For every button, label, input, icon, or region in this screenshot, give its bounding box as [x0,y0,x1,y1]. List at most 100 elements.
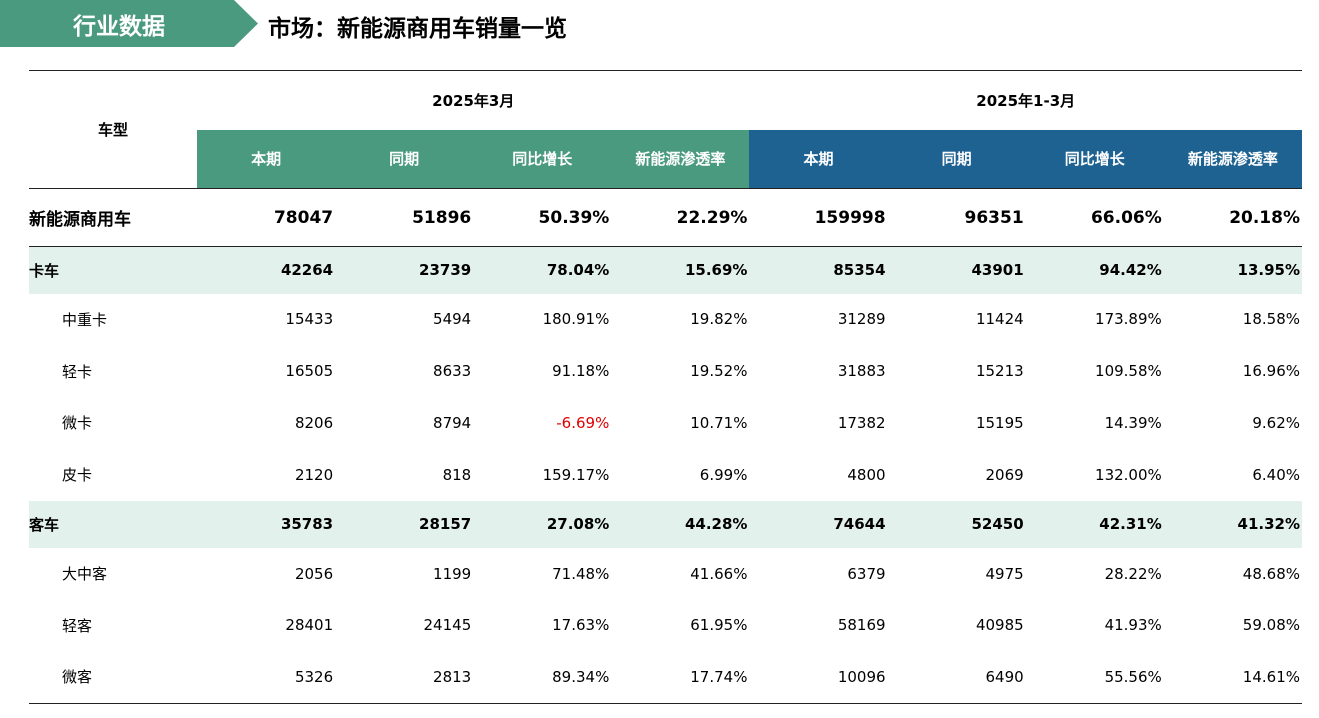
period-header-ytd: 2025年1-3月 [749,70,1302,130]
table-cell: 11424 [975,310,1024,329]
table-cell: 78.04% [473,246,612,294]
row-label: 大中客 [62,565,108,584]
table-cell: 44.28% [611,500,750,548]
table-cell: 8633 [433,362,472,381]
table-row: 轻客 28401 24145 17.63% 61.95% 58169 40985… [29,599,1302,651]
column-header: 新能源渗透率 [611,129,750,189]
table-cell: 5326 [197,651,336,704]
table-cell: 19.82% [690,310,748,329]
table-cell: 14.39% [1104,413,1162,432]
table-cell: 28401 [285,616,334,635]
period-header-row: 车型 2025年3月 2025年1-3月 [29,70,1302,189]
table-cell: 173.89% [1095,310,1162,329]
row-label: 皮卡 [62,466,93,485]
table-cell: 41.66% [690,564,748,583]
table-row-bus: 客车 35783 28157 27.08% 44.28% 74644 52450… [29,500,1302,548]
table-row: 大中客 2056 1199 71.48% 41.66% 6379 4975 28… [29,548,1302,600]
table-cell: 2813 [335,651,474,704]
table-cell: 6.99% [699,465,748,484]
table-cell: 41.93% [1104,616,1162,635]
column-header: 本期 [749,129,888,189]
table-cell: 52450 [887,500,1026,548]
sales-table: 车型 2025年3月 2025年1-3月 本期 同期 同比增长 新能源渗透率 本… [29,70,1302,704]
table-cell: 10096 [749,651,888,704]
table-cell-negative: -6.69% [556,413,610,432]
sales-table-container: 车型 2025年3月 2025年1-3月 本期 同期 同比增长 新能源渗透率 本… [29,70,1302,704]
table-cell: 5494 [433,310,472,329]
table-cell: 89.34% [473,651,612,704]
table-cell: 91.18% [552,362,610,381]
row-label: 微卡 [62,414,93,433]
table-cell: 31883 [837,362,886,381]
sub-header-row: 本期 同期 同比增长 新能源渗透率 本期 同期 同比增长 新能源渗透率 [29,129,1302,189]
table-row-truck: 卡车 42264 23739 78.04% 15.69% 85354 43901… [29,246,1302,294]
table-cell: 818 [442,465,472,484]
table-cell: 35783 [197,500,336,548]
table-cell: 17382 [837,413,886,432]
row-label: 中重卡 [62,310,108,329]
table-cell: 59.08% [1242,616,1300,635]
table-row: 中重卡 15433 5494 180.91% 19.82% 31289 1142… [29,294,1302,346]
table-cell: 24145 [423,616,472,635]
table-cell: 94.42% [1025,246,1164,294]
table-cell: 85354 [749,246,888,294]
column-header: 同比增长 [473,129,612,189]
table-cell: 1199 [433,564,472,583]
table-cell: 22.29% [611,188,750,247]
table-cell: 16505 [285,362,334,381]
table-cell: 6490 [887,651,1026,704]
table-cell: 28.22% [1104,564,1162,583]
row-label: 轻客 [62,616,93,635]
table-cell: 8794 [433,413,472,432]
column-header: 同期 [887,129,1026,189]
table-cell: 41.32% [1163,500,1302,548]
table-cell: 15195 [975,413,1024,432]
table-cell: 14.61% [1163,651,1302,704]
row-label: 客车 [29,500,198,548]
table-cell: 74644 [749,500,888,548]
table-cell: 15433 [285,310,334,329]
table-cell: 15213 [975,362,1024,381]
table-cell: 61.95% [690,616,748,635]
column-header: 本期 [197,129,336,189]
table-cell: 2069 [985,465,1024,484]
table-cell: 42.31% [1025,500,1164,548]
table-cell: 13.95% [1163,246,1302,294]
page-title: 市场：新能源商用车销量一览 [268,16,567,42]
table-cell: 40985 [975,616,1024,635]
column-header-type: 车型 [29,70,198,189]
table-cell: 51896 [335,188,474,247]
row-label: 轻卡 [62,362,93,381]
table-cell: 132.00% [1095,465,1162,484]
table-row: 微客 5326 2813 89.34% 17.74% 10096 6490 55… [29,651,1302,704]
table-cell: 18.58% [1242,310,1300,329]
table-cell: 17.63% [552,616,610,635]
table-row: 微卡 8206 8794 -6.69% 10.71% 17382 15195 1… [29,397,1302,449]
table-cell: 6.40% [1252,465,1300,484]
table-cell: 43901 [887,246,1026,294]
table-cell: 55.56% [1025,651,1164,704]
table-cell: 2120 [294,465,334,484]
table-cell: 109.58% [1095,362,1162,381]
period-header-month: 2025年3月 [197,70,750,130]
table-cell: 180.91% [542,310,610,329]
section-tag: 行业数据 [0,0,258,47]
row-label: 卡车 [29,246,198,294]
table-cell: 48.68% [1242,564,1300,583]
table-cell: 50.39% [473,188,612,247]
table-cell: 42264 [197,246,336,294]
table-cell: 19.52% [690,362,748,381]
table-cell: 4975 [985,564,1024,583]
table-cell: 16.96% [1242,362,1300,381]
table-cell: 96351 [887,188,1026,247]
table-cell: 58169 [837,616,886,635]
table-cell: 31289 [837,310,886,329]
table-row-total: 新能源商用车 78047 51896 50.39% 22.29% 159998 … [29,188,1302,247]
column-header: 同期 [335,129,474,189]
table-cell: 8206 [294,413,334,432]
table-cell: 27.08% [473,500,612,548]
table-cell: 23739 [335,246,474,294]
table-cell: 71.48% [552,564,610,583]
table-cell: 66.06% [1025,188,1164,247]
table-cell: 2056 [294,564,334,583]
